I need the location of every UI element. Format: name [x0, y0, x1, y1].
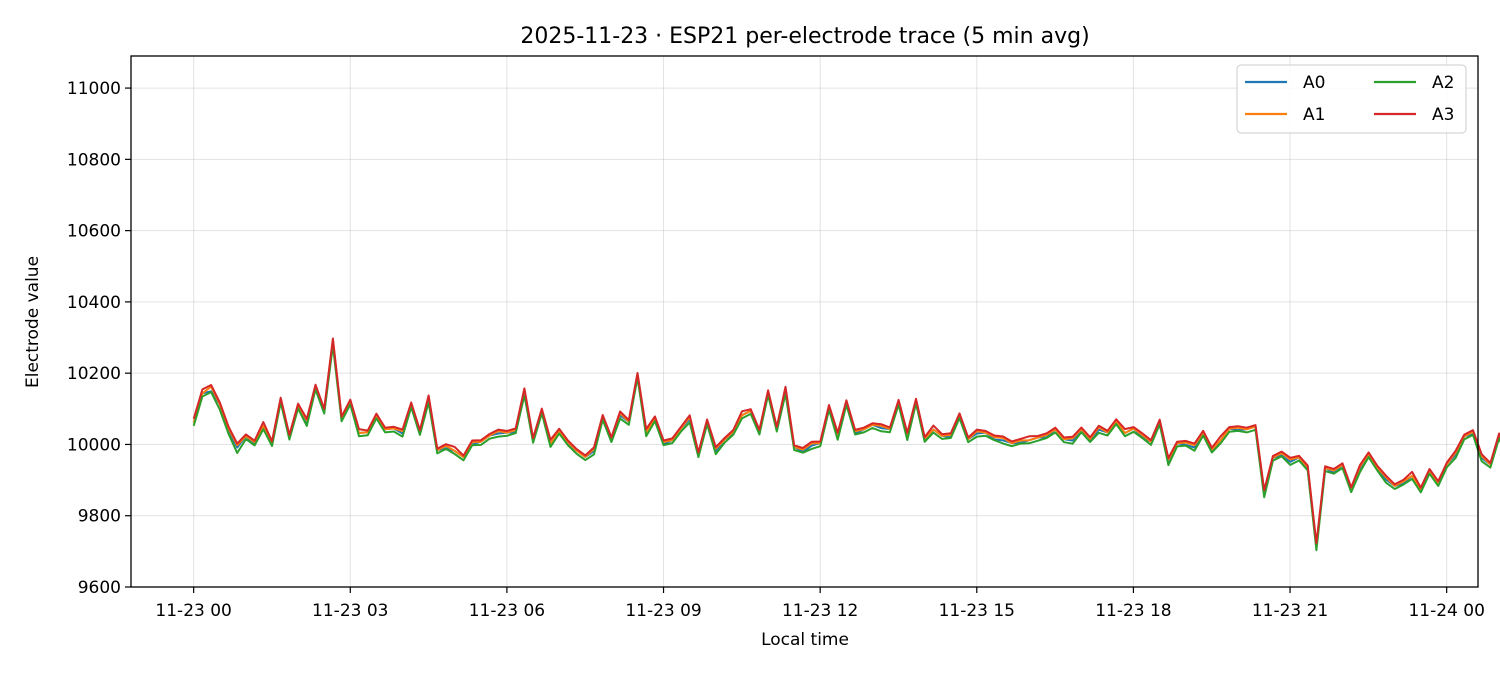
x-tick-label: 11-23 03 [312, 601, 388, 621]
y-axis: 9600 9800 10000 10200 10400 10600 10800 11000 [67, 79, 131, 598]
legend-label-a0: A0 [1303, 73, 1325, 93]
series-line-a1 [192, 339, 1500, 549]
y-tick-label: 9600 [78, 578, 121, 598]
x-tick-label: 11-23 15 [939, 601, 1015, 621]
legend-label-a2: A2 [1432, 73, 1454, 93]
grid-lines [131, 56, 1478, 588]
x-tick-label: 11-23 12 [782, 601, 858, 621]
x-tick-label: 11-23 09 [625, 601, 701, 621]
chart-title: 2025-11-23 · ESP21 per-electrode trace (… [520, 24, 1089, 49]
y-tick-label: 9800 [78, 507, 121, 527]
series-line-a2 [192, 344, 1500, 552]
series-line-a3 [192, 337, 1500, 545]
y-tick-label: 10400 [67, 293, 121, 313]
y-axis-label: Electrode value [23, 256, 43, 388]
y-tick-label: 10200 [67, 364, 121, 384]
x-tick-label: 11-23 21 [1252, 601, 1328, 621]
x-tick-label: 11-23 06 [469, 601, 545, 621]
x-tick-label: 11-24 00 [1408, 601, 1484, 621]
legend-label-a1: A1 [1303, 105, 1325, 125]
series-line-a0 [192, 341, 1500, 549]
y-tick-label: 10600 [67, 222, 121, 242]
series-layer [192, 337, 1500, 552]
plot-frame [130, 55, 1479, 588]
x-tick-label: 11-23 18 [1095, 601, 1171, 621]
x-axis-label: Local time [761, 630, 849, 650]
legend-label-a3: A3 [1432, 105, 1454, 125]
legend: A0 A1 A2 A3 [1236, 64, 1467, 134]
y-tick-label: 11000 [67, 79, 121, 99]
y-tick-label: 10000 [67, 435, 121, 455]
y-tick-label: 10800 [67, 150, 121, 170]
x-tick-label: 11-23 00 [155, 601, 231, 621]
x-axis: 11-23 00 11-23 03 11-23 06 11-23 09 11-23 12… [155, 587, 1485, 621]
